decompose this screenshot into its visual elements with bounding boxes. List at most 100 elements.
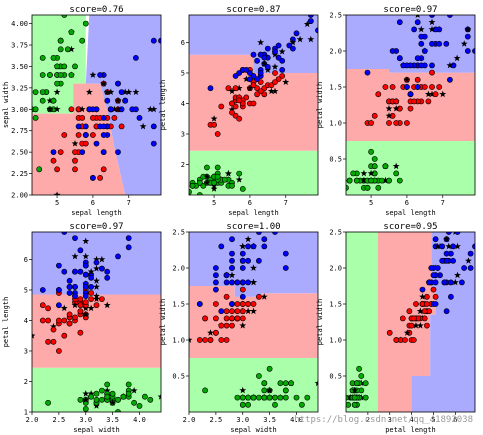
train-point-versicolor <box>88 296 94 302</box>
train-point-virginica <box>150 123 157 130</box>
train-point-setosa <box>288 380 294 387</box>
train-point-setosa <box>64 46 71 53</box>
train-point-virginica <box>461 265 467 271</box>
decision-region-green <box>189 358 318 412</box>
test-point-versicolor <box>242 75 250 82</box>
train-point-setosa <box>104 381 111 388</box>
test-point-virginica <box>114 97 122 104</box>
train-point-versicolor <box>218 103 225 110</box>
train-point-versicolor <box>90 132 96 138</box>
train-point-versicolor <box>421 308 428 315</box>
train-point-virginica <box>234 279 241 286</box>
train-point-versicolor <box>214 131 221 137</box>
test-point-versicolor <box>235 84 243 92</box>
train-point-virginica <box>272 48 278 55</box>
train-point-versicolor <box>436 84 443 90</box>
train-point-versicolor <box>77 302 84 309</box>
y-tick-label: 2 <box>24 378 28 386</box>
y-tick-label: 3.50 <box>11 63 28 71</box>
train-point-versicolor <box>389 84 396 90</box>
y-tick-label: 6 <box>181 39 185 47</box>
train-point-virginica <box>56 302 62 309</box>
train-point-setosa <box>211 179 217 186</box>
y-tick-label: 3.00 <box>11 106 28 114</box>
train-point-setosa <box>255 373 262 379</box>
train-point-virginica <box>150 140 157 147</box>
train-point-setosa <box>293 394 300 401</box>
train-point-versicolor <box>100 166 107 173</box>
train-point-virginica <box>441 279 448 286</box>
train-point-versicolor <box>229 315 235 322</box>
train-point-setosa <box>141 393 148 400</box>
train-point-virginica <box>403 84 410 90</box>
train-point-virginica <box>196 301 203 307</box>
train-point-setosa <box>358 373 365 379</box>
test-point-setosa <box>53 88 61 96</box>
train-point-virginica <box>239 250 246 257</box>
train-point-versicolor <box>272 79 278 85</box>
x-tick-label: 7 <box>127 199 131 207</box>
train-point-virginica <box>82 283 89 290</box>
test-point-virginica <box>446 61 454 69</box>
test-point-setosa <box>351 386 359 394</box>
test-point-setosa <box>67 45 75 53</box>
train-point-virginica <box>389 48 396 54</box>
train-point-virginica <box>418 40 425 47</box>
train-point-setosa <box>386 177 392 184</box>
train-point-virginica <box>150 37 157 44</box>
train-point-versicolor <box>429 69 435 76</box>
axes-frame <box>345 231 476 413</box>
train-point-virginica <box>467 265 474 271</box>
test-point-versicolor <box>87 304 95 312</box>
train-point-setosa <box>68 72 75 78</box>
train-point-versicolor <box>429 84 435 90</box>
train-point-virginica <box>432 301 439 307</box>
train-point-versicolor <box>407 105 414 112</box>
test-point-virginica <box>244 235 252 243</box>
train-point-virginica <box>243 67 250 73</box>
plot-area <box>189 15 318 195</box>
y-tick-label: 0.5 <box>172 373 185 381</box>
train-point-virginica <box>100 115 107 121</box>
y-axis-label: petal length <box>159 80 167 131</box>
test-point-virginica <box>82 252 90 260</box>
train-point-virginica <box>396 19 403 26</box>
train-point-virginica <box>93 140 100 147</box>
y-tick-label: 3 <box>181 130 185 138</box>
train-point-setosa <box>368 177 374 184</box>
y-tick-label: 2.5 <box>329 229 342 237</box>
train-point-setosa <box>234 394 241 401</box>
train-point-virginica <box>307 15 314 18</box>
train-point-virginica <box>421 48 428 54</box>
train-point-versicolor <box>432 293 439 300</box>
axes-frame <box>31 231 162 413</box>
train-point-versicolor <box>382 84 389 90</box>
train-point-versicolor <box>111 115 118 121</box>
train-point-virginica <box>245 257 251 264</box>
test-point-virginica <box>257 38 265 46</box>
train-point-virginica <box>93 259 100 266</box>
train-point-versicolor <box>118 123 125 130</box>
test-point-setosa <box>360 177 368 184</box>
y-tick-label: 4 <box>24 317 28 325</box>
test-point-virginica <box>451 278 459 286</box>
train-point-versicolor <box>250 301 257 307</box>
train-point-setosa <box>77 396 84 403</box>
train-point-virginica <box>429 62 435 69</box>
train-point-virginica <box>446 76 453 83</box>
test-point-setosa <box>392 162 400 170</box>
test-point-virginica <box>453 54 461 62</box>
plot-area <box>346 232 475 412</box>
train-point-virginica <box>434 265 441 271</box>
x-axis-label: sepal length <box>228 209 279 217</box>
train-point-virginica <box>86 106 93 113</box>
train-point-virginica <box>430 272 437 279</box>
x-tick-label: 5 <box>212 199 216 207</box>
train-point-setosa <box>125 390 132 397</box>
train-point-versicolor <box>39 302 46 309</box>
test-point-setosa <box>203 179 211 186</box>
x-tick-label: 4.0 <box>133 416 146 424</box>
train-point-virginica <box>454 232 461 235</box>
x-tick-label: 7 <box>441 199 445 207</box>
train-point-setosa <box>282 387 289 394</box>
